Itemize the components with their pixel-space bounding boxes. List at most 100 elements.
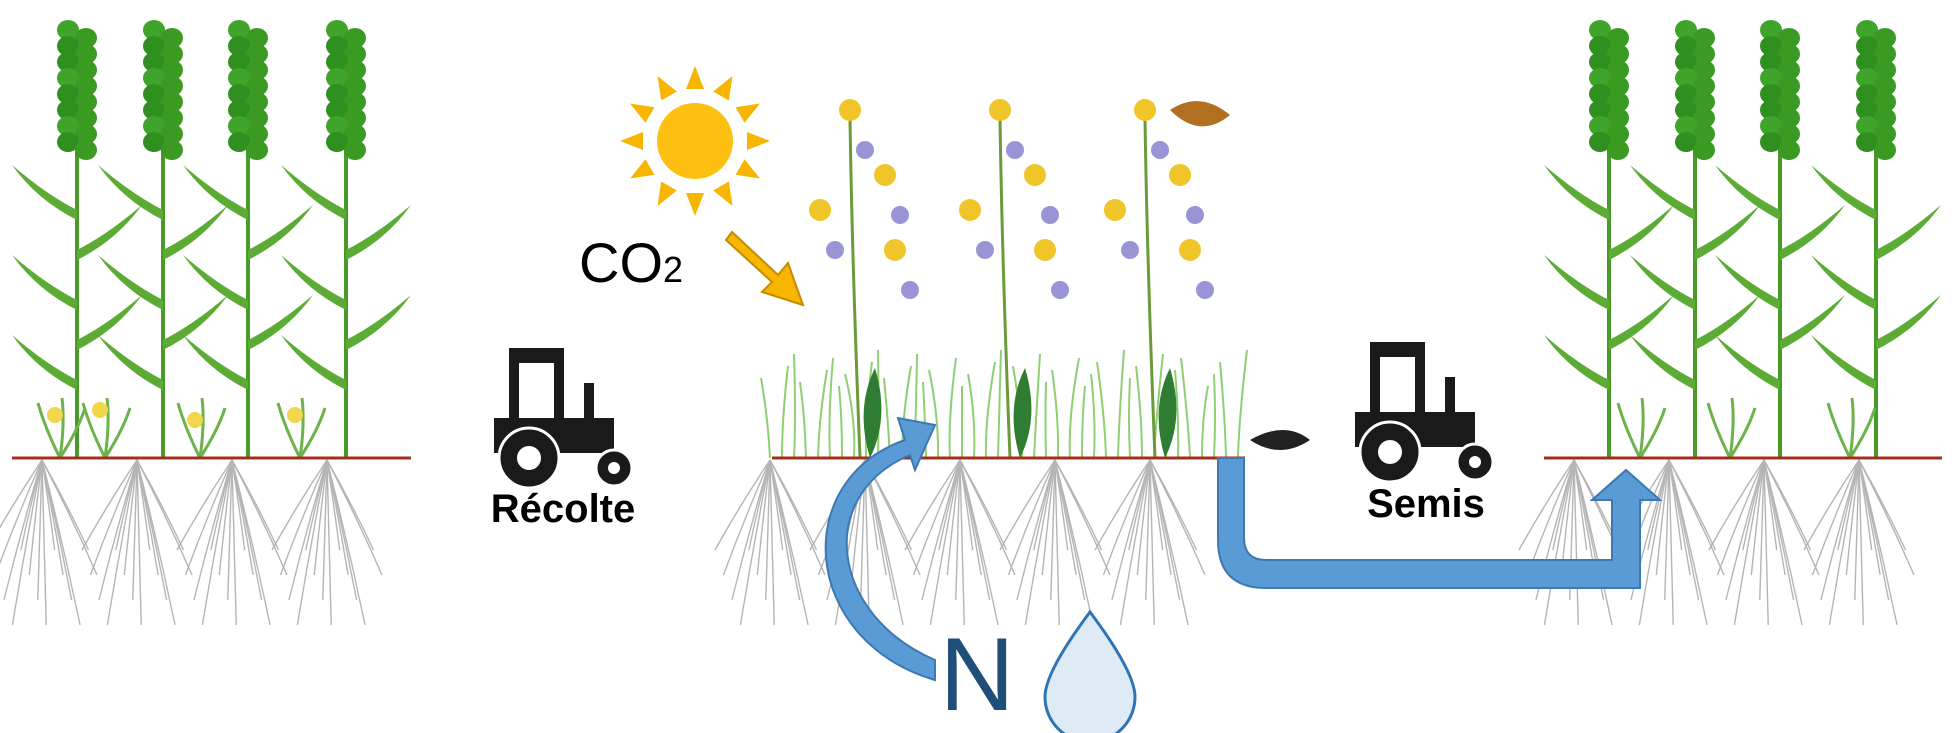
cover-plant — [1181, 358, 1190, 458]
diagram: CO2 Récolte Semis N — [0, 0, 1952, 733]
cover-plant — [1046, 382, 1047, 458]
wheat-leaf — [1715, 335, 1780, 390]
root — [202, 460, 232, 625]
root — [770, 460, 808, 625]
root — [1553, 460, 1574, 550]
wheat-leaf — [98, 165, 163, 220]
cover-plant — [1091, 374, 1095, 458]
phacelia-flower — [1151, 141, 1169, 159]
cover-plant — [1070, 358, 1079, 458]
cover-plant — [998, 350, 1001, 458]
root — [12, 460, 42, 625]
wheat-leaf — [1695, 295, 1760, 350]
cover-plant — [818, 370, 827, 458]
cover-plant — [1097, 362, 1106, 458]
co2-label: CO2 — [579, 231, 683, 294]
root — [1859, 460, 1889, 600]
flower — [47, 407, 63, 423]
root — [116, 460, 137, 550]
root — [42, 460, 72, 600]
sun-ray — [736, 104, 760, 123]
flower — [187, 412, 203, 428]
mustard-flower — [1134, 99, 1156, 121]
wheat-leaf — [1609, 295, 1674, 350]
wheat-leaf — [1811, 165, 1876, 220]
root — [1743, 460, 1764, 550]
sun-ray — [713, 182, 732, 206]
flower — [92, 402, 108, 418]
cover-plant — [1118, 350, 1124, 458]
root — [1055, 460, 1085, 600]
root — [1150, 460, 1188, 625]
phacelia-flower — [1006, 141, 1024, 159]
tractor-hub — [1378, 440, 1402, 464]
mustard-flower — [1169, 164, 1191, 186]
wheat-leaf — [1780, 205, 1845, 260]
cover-leaf — [1159, 368, 1177, 458]
cover-plant — [782, 366, 788, 458]
tractor-hub — [608, 462, 620, 474]
wheat-grain — [1778, 140, 1800, 160]
cover-plant — [950, 358, 956, 458]
wheat-leaf — [1715, 165, 1780, 220]
weed — [1618, 398, 1665, 458]
wheat-leaf — [1715, 255, 1780, 310]
root — [327, 460, 357, 600]
cover-plant — [1238, 350, 1247, 458]
wheat-leaf — [1876, 205, 1941, 260]
wheat-grain — [1693, 140, 1715, 160]
root — [1764, 460, 1794, 600]
wheat-leaf — [346, 205, 411, 260]
sun-ray — [658, 182, 677, 206]
wheat-leaf — [12, 255, 77, 310]
mustard-flower — [959, 199, 981, 221]
wheat-grain — [75, 140, 97, 160]
wheat-leaf — [1544, 335, 1609, 390]
root — [1669, 460, 1707, 625]
root — [740, 460, 770, 625]
wheat-leaf — [1609, 205, 1674, 260]
nitrogen-label: N — [939, 617, 1014, 733]
root — [1574, 460, 1612, 625]
phacelia-flower — [1121, 241, 1139, 259]
cover-plant — [800, 382, 806, 458]
wheat-leaf — [1876, 295, 1941, 350]
sun-ray — [620, 132, 643, 150]
wheat-leaf — [1780, 295, 1845, 350]
phacelia-flower — [1051, 281, 1069, 299]
wheat-leaf — [1630, 165, 1695, 220]
wheat-leaf — [346, 295, 411, 350]
wheat-leaf — [183, 335, 248, 390]
wheat-leaf — [163, 295, 228, 350]
root — [749, 460, 770, 550]
wheat-grain — [1874, 140, 1896, 160]
mustard-flower — [874, 164, 896, 186]
wheat-leaf — [248, 295, 313, 350]
root — [1829, 460, 1859, 625]
root — [137, 460, 175, 625]
cover-plant — [1136, 366, 1142, 458]
cover-plant — [986, 362, 995, 458]
wheat-leaf — [1695, 205, 1760, 260]
sun-ray — [630, 159, 654, 178]
cover-plant — [839, 386, 842, 458]
cover-plant — [845, 374, 854, 458]
wheat-leaf — [281, 165, 346, 220]
root — [1838, 460, 1859, 550]
sun-ray — [713, 76, 732, 100]
sun — [657, 103, 733, 179]
wheat-leaf — [12, 335, 77, 390]
bee — [1170, 101, 1230, 126]
sun-ray — [686, 193, 704, 216]
co2-subscript: 2 — [663, 249, 683, 290]
root — [327, 460, 365, 625]
cover-plant — [1202, 386, 1208, 458]
cover-plant — [1082, 386, 1085, 458]
wheat-leaf — [1811, 255, 1876, 310]
sun-ray — [630, 104, 654, 123]
tractor-hub — [517, 446, 541, 470]
co2-arrow — [726, 232, 803, 305]
root — [297, 460, 327, 625]
co2-text: CO — [579, 231, 663, 294]
root — [137, 460, 167, 600]
